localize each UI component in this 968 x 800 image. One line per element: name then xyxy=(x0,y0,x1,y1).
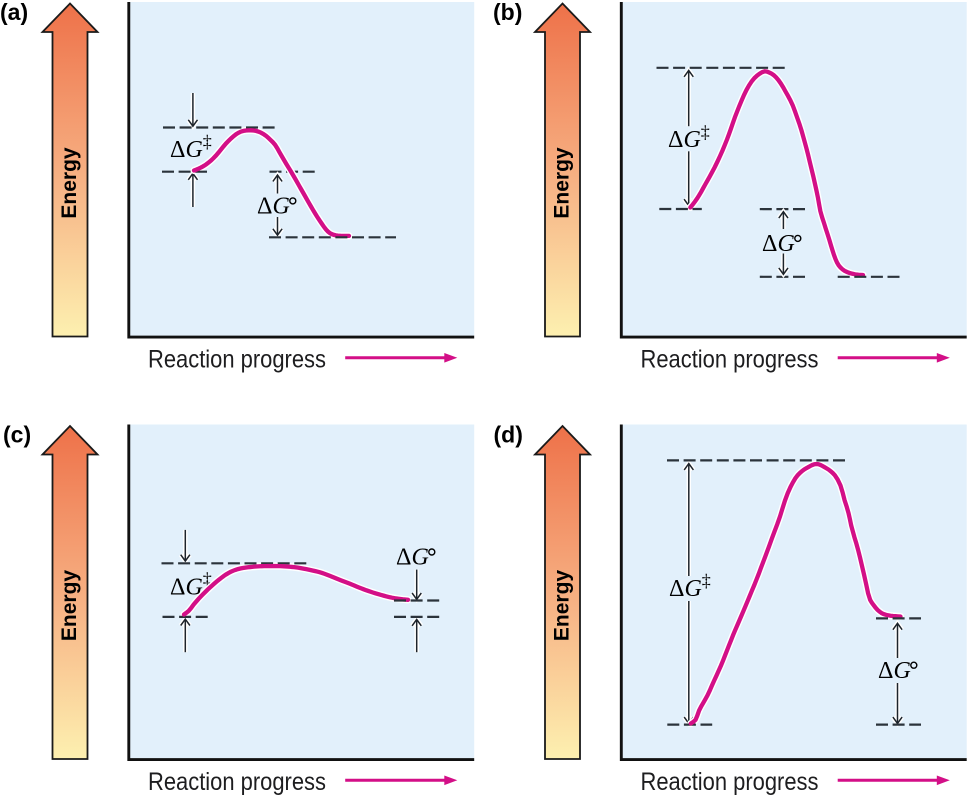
svg-text:Energy: Energy xyxy=(551,147,574,219)
svg-text:Energy: Energy xyxy=(58,570,81,642)
svg-text:ΔG: ΔG xyxy=(257,194,290,220)
svg-text:Reaction progress: Reaction progress xyxy=(148,768,326,795)
svg-text:Reaction progress: Reaction progress xyxy=(148,345,326,373)
svg-text:ΔG: ΔG xyxy=(878,658,911,684)
svg-text:(c): (c) xyxy=(3,422,31,448)
svg-text:Reaction progress: Reaction progress xyxy=(641,768,819,795)
svg-text:(a): (a) xyxy=(0,0,28,25)
svg-text:ΔG: ΔG xyxy=(762,231,795,257)
svg-text:(d): (d) xyxy=(494,422,523,448)
svg-text:Reaction progress: Reaction progress xyxy=(641,345,819,373)
svg-text:(b): (b) xyxy=(493,0,522,25)
svg-text:ΔG: ΔG xyxy=(396,545,429,571)
svg-text:Energy: Energy xyxy=(58,147,81,219)
svg-text:ΔG‡: ΔG‡ xyxy=(668,122,710,153)
svg-text:Energy: Energy xyxy=(551,570,574,642)
